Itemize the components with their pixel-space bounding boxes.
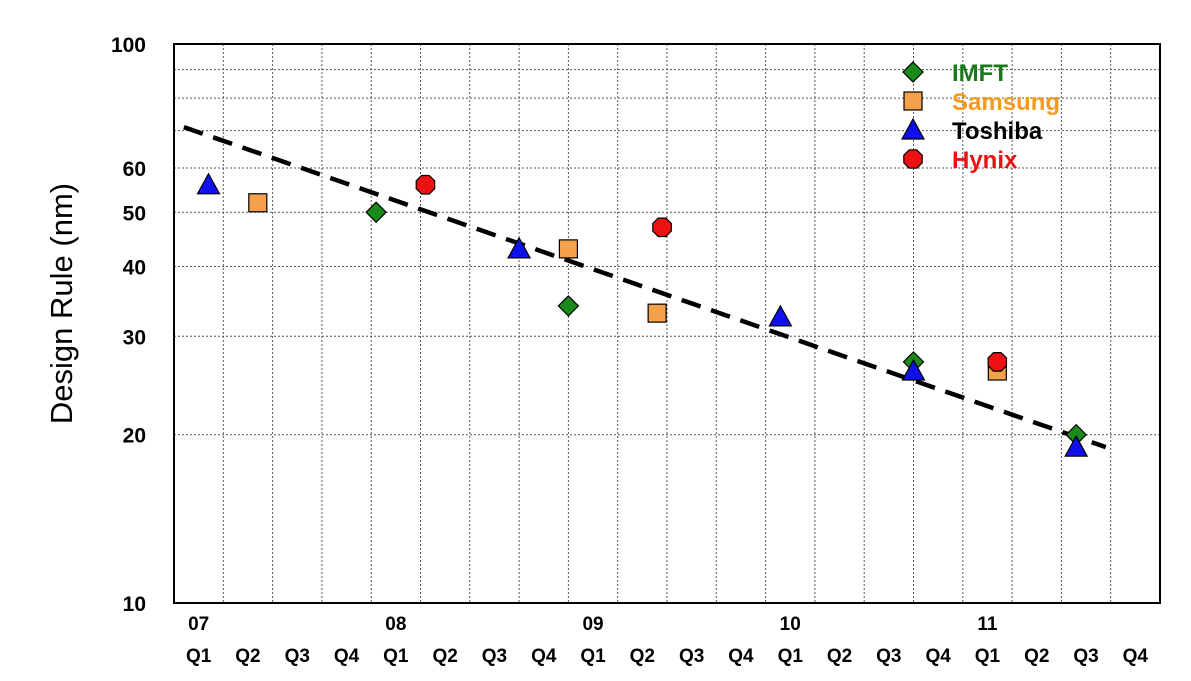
data-point-hynix <box>652 217 672 238</box>
x-quarter-label: Q3 <box>876 646 901 667</box>
trendline <box>183 125 1107 450</box>
legend-marker-imft <box>902 61 924 83</box>
y-axis-label: Design Rule (nm) <box>44 183 79 424</box>
x-quarter-label: Q2 <box>827 646 852 667</box>
y-axis-ticks: 10 20 30 40 50 60 100 <box>111 34 146 616</box>
x-quarter-label: Q1 <box>975 646 1001 667</box>
grid <box>174 44 1160 603</box>
y-tick-label: 30 <box>123 326 146 349</box>
x-year-label: 08 <box>385 614 406 635</box>
x-quarter-label: Q3 <box>285 646 310 667</box>
data-point-imft <box>557 295 580 317</box>
x-quarter-label: Q2 <box>432 646 457 667</box>
data-point-samsung <box>558 239 579 259</box>
x-year-label: 10 <box>780 614 801 635</box>
legend-label-hynix: Hynix <box>952 147 1018 174</box>
data-point-toshiba <box>1064 434 1089 457</box>
legend-marker-samsung <box>903 91 923 111</box>
legend-marker-toshiba <box>900 117 926 140</box>
legend-marker-hynix <box>903 149 923 169</box>
y-tick-label: 10 <box>123 593 146 616</box>
x-year-label: 07 <box>188 614 209 635</box>
x-quarter-label: Q4 <box>334 646 360 667</box>
data-point-hynix <box>987 352 1008 372</box>
data-point-hynix <box>415 174 436 195</box>
x-year-label: 09 <box>582 614 603 635</box>
x-quarter-label: Q1 <box>383 646 409 667</box>
data-point-toshiba <box>196 172 221 195</box>
data-point-samsung <box>647 303 667 323</box>
x-quarter-label: Q4 <box>1123 646 1149 667</box>
x-quarter-label: Q4 <box>925 646 951 667</box>
x-quarter-label: Q1 <box>778 646 804 667</box>
x-quarter-label: Q3 <box>679 646 704 667</box>
y-tick-label: 100 <box>111 34 146 57</box>
x-quarter-label: Q2 <box>1024 646 1049 667</box>
x-quarter-label: Q4 <box>728 646 754 667</box>
plot-frame <box>173 43 1161 604</box>
x-quarter-label: Q4 <box>531 646 557 667</box>
x-quarter-label: Q3 <box>482 646 507 667</box>
data-point-imft <box>365 201 387 224</box>
legend-label-samsung: Samsung <box>952 89 1060 116</box>
x-quarter-label: Q1 <box>580 646 606 667</box>
x-axis-ticks: 07 08 09 10 11 Q1 Q2 Q3 Q4 Q1 Q2 Q3 Q4 Q1 Q2 Q3 Q4 Q1 Q2 Q3… <box>186 614 1148 667</box>
x-year-label: 11 <box>977 614 998 635</box>
data-points <box>196 172 1089 457</box>
x-quarter-label: Q1 <box>186 646 212 667</box>
y-tick-label: 20 <box>123 425 146 448</box>
y-tick-label: 60 <box>123 158 146 181</box>
data-point-samsung <box>248 193 268 213</box>
y-tick-label: 40 <box>123 256 146 279</box>
data-point-toshiba <box>901 358 926 381</box>
x-quarter-label: Q2 <box>235 646 260 667</box>
legend-label-imft: IMFT <box>952 60 1008 87</box>
data-point-toshiba <box>768 304 793 327</box>
y-tick-label: 50 <box>123 202 146 225</box>
legend-label-toshiba: Toshiba <box>952 118 1043 145</box>
x-quarter-label: Q2 <box>630 646 655 667</box>
data-point-toshiba <box>507 236 532 259</box>
x-quarter-label: Q3 <box>1073 646 1098 667</box>
